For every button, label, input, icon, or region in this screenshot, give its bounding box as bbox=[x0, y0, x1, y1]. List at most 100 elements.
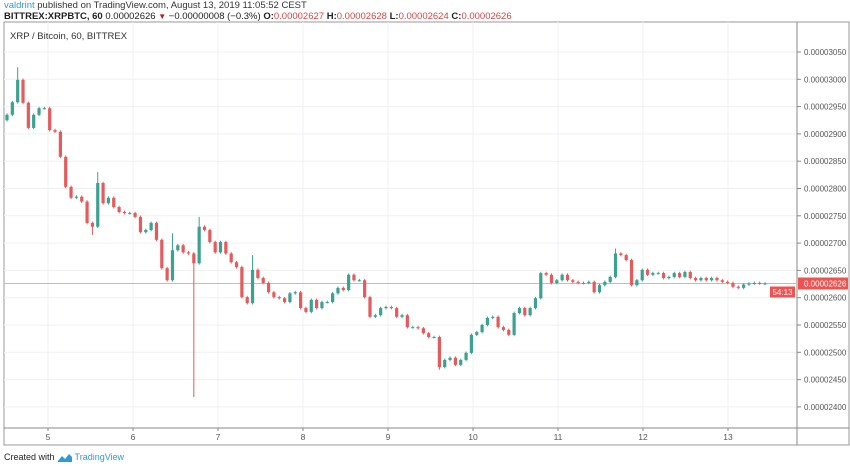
candle-down bbox=[133, 213, 137, 217]
close-label: C: bbox=[451, 11, 462, 22]
published-text: published on TradingView.com, August 13,… bbox=[37, 0, 307, 11]
candle-down bbox=[192, 253, 196, 264]
candle-down bbox=[229, 253, 233, 263]
tradingview-logo-icon bbox=[57, 454, 72, 462]
candle-up bbox=[491, 316, 495, 318]
candle-up bbox=[651, 273, 655, 275]
candle-up bbox=[197, 226, 201, 264]
candle-up bbox=[683, 272, 687, 277]
candle-down bbox=[21, 79, 25, 103]
candle-down bbox=[629, 260, 634, 286]
candle-up bbox=[128, 213, 132, 215]
candle-down bbox=[731, 282, 735, 287]
countdown-box bbox=[770, 286, 795, 298]
candle-down bbox=[565, 274, 570, 281]
candle-down bbox=[90, 222, 95, 227]
candle-up bbox=[144, 229, 148, 233]
candle-up bbox=[373, 315, 377, 317]
price-tick-label: 0.00002450 bbox=[804, 376, 847, 385]
candle-down bbox=[496, 316, 500, 328]
candle-up bbox=[742, 284, 746, 288]
time-tick-label: 5 bbox=[46, 432, 51, 442]
high-label: H: bbox=[326, 11, 337, 22]
candle-down bbox=[240, 267, 244, 298]
candle-up bbox=[74, 196, 78, 198]
candle-up bbox=[320, 302, 324, 309]
symbol-label: BITTREX:XRPBTC, 60 bbox=[4, 11, 103, 22]
candle-down bbox=[726, 281, 730, 283]
time-tick-label: 11 bbox=[554, 432, 563, 442]
candle-up bbox=[336, 287, 340, 294]
time-tick-label: 13 bbox=[723, 432, 733, 442]
candle-up bbox=[96, 183, 100, 227]
candle-down bbox=[624, 255, 628, 261]
price-change: −0.00000008 (−0.3%) bbox=[168, 11, 261, 22]
time-tick-label: 9 bbox=[386, 432, 391, 442]
candle-up bbox=[613, 253, 618, 277]
candle-down bbox=[363, 280, 367, 298]
candle-down bbox=[53, 130, 57, 132]
candle-up bbox=[432, 337, 436, 339]
candle-up bbox=[533, 298, 538, 309]
candle-down bbox=[282, 298, 287, 303]
candle-up bbox=[250, 269, 255, 304]
candle-down bbox=[427, 333, 431, 338]
price-tick-label: 0.00002500 bbox=[804, 348, 847, 357]
candle-down bbox=[181, 245, 185, 253]
candle-up bbox=[32, 114, 36, 128]
candle-down bbox=[202, 226, 207, 230]
close-value: 0.00002626 bbox=[461, 11, 512, 22]
candle-down bbox=[298, 292, 303, 309]
time-tick-label: 10 bbox=[468, 432, 478, 442]
candle-down bbox=[234, 262, 239, 268]
candle-up bbox=[293, 292, 297, 294]
candle-up bbox=[443, 359, 447, 368]
candle-up bbox=[379, 308, 383, 316]
candle-down bbox=[101, 183, 105, 204]
candle-down bbox=[160, 239, 164, 269]
candle-up bbox=[331, 293, 335, 303]
candle-down bbox=[272, 292, 276, 298]
candle-down bbox=[688, 272, 692, 279]
footer: Created with TradingView bbox=[4, 452, 124, 463]
candle-down bbox=[544, 273, 548, 275]
tradingview-link[interactable]: TradingView bbox=[74, 452, 125, 462]
candle-up bbox=[710, 278, 714, 281]
high-value: 0.00002628 bbox=[336, 11, 387, 22]
candle-down bbox=[736, 286, 740, 288]
candle-up bbox=[16, 79, 20, 103]
candle-down bbox=[758, 282, 762, 284]
candle-up bbox=[517, 308, 522, 313]
author-link[interactable]: valdrint bbox=[4, 0, 35, 11]
created-with-text: Created with bbox=[4, 452, 55, 462]
candle-down bbox=[138, 216, 143, 233]
candle-down bbox=[186, 252, 191, 254]
candle-down bbox=[661, 273, 666, 279]
candle-down bbox=[85, 201, 89, 223]
candle-down bbox=[405, 315, 409, 328]
candle-down bbox=[266, 282, 271, 293]
candle-up bbox=[512, 312, 516, 335]
low-label: L: bbox=[389, 11, 399, 22]
candle-down bbox=[112, 197, 116, 208]
candle-up bbox=[635, 280, 639, 286]
candle-up bbox=[597, 285, 602, 293]
candle-down bbox=[677, 273, 682, 277]
candle-down bbox=[576, 281, 580, 283]
price-tick-label: 0.00002600 bbox=[804, 294, 847, 303]
candle-down bbox=[645, 269, 650, 275]
candle-up bbox=[325, 302, 329, 304]
candle-down bbox=[501, 327, 506, 330]
candle-up bbox=[170, 250, 175, 281]
candle-up bbox=[106, 197, 111, 204]
candle-up bbox=[763, 283, 767, 285]
last-price-label: 0.00002626 bbox=[804, 280, 847, 289]
candle-up bbox=[640, 269, 644, 281]
candle-down bbox=[69, 186, 73, 198]
open-value: 0.00002627 bbox=[273, 11, 325, 22]
candle-up bbox=[539, 273, 543, 299]
candle-down bbox=[549, 274, 554, 283]
candle-up bbox=[587, 281, 591, 283]
candle-down bbox=[213, 242, 217, 253]
